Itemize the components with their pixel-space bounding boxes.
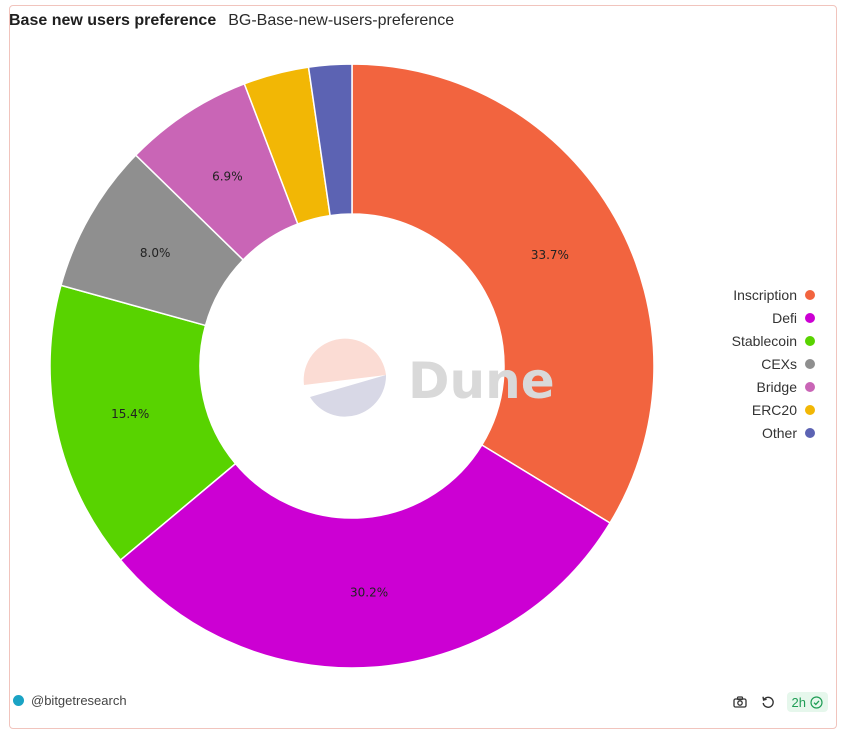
footer-author[interactable]: @bitgetresearch bbox=[13, 693, 127, 708]
check-circle-icon bbox=[810, 695, 823, 709]
chart-legend: Inscription Defi Stablecoin CEXs Bridge ERC20… bbox=[732, 286, 815, 442]
donut-slices bbox=[49, 63, 655, 669]
legend-item-erc20[interactable]: ERC20 bbox=[752, 401, 815, 419]
legend-swatch bbox=[805, 290, 815, 300]
slice-label-bridge: 6.9% bbox=[212, 169, 243, 183]
legend-swatch bbox=[805, 336, 815, 346]
author-handle: @bitgetresearch bbox=[31, 693, 127, 708]
slice-other[interactable] bbox=[307, 63, 353, 217]
legend-label: Inscription bbox=[733, 287, 797, 303]
legend-label: Defi bbox=[772, 310, 797, 326]
refresh-icon[interactable] bbox=[759, 693, 777, 711]
watermark-text: Dune bbox=[408, 352, 555, 410]
slice-inscription[interactable] bbox=[351, 63, 655, 525]
legend-item-inscription[interactable]: Inscription bbox=[733, 286, 815, 304]
slice-label-cexs: 8.0% bbox=[140, 246, 171, 260]
legend-swatch bbox=[805, 313, 815, 323]
legend-swatch bbox=[805, 359, 815, 369]
legend-swatch bbox=[805, 428, 815, 438]
legend-label: Other bbox=[761, 425, 797, 441]
legend-item-stablecoin[interactable]: Stablecoin bbox=[732, 332, 815, 350]
bitget-avatar-icon bbox=[13, 695, 24, 706]
chart-subtitle: BG-Base-new-users-preference bbox=[228, 12, 455, 29]
watermark-logo-top bbox=[303, 338, 386, 385]
legend-swatch bbox=[805, 405, 815, 415]
legend-item-cexs[interactable]: CEXs bbox=[761, 355, 815, 373]
watermark-logo-bottom bbox=[310, 375, 387, 417]
legend-item-other[interactable]: Other bbox=[762, 424, 815, 442]
legend-label: Stablecoin bbox=[731, 333, 797, 349]
refresh-status-badge[interactable]: 2h bbox=[786, 692, 828, 712]
chart-title: Base new users preference bbox=[9, 12, 217, 29]
slice-defi[interactable] bbox=[119, 443, 612, 669]
legend-item-defi[interactable]: Defi bbox=[772, 309, 815, 327]
legend-label: ERC20 bbox=[751, 402, 797, 418]
legend-label: Bridge bbox=[756, 379, 797, 395]
legend-label: CEXs bbox=[761, 356, 797, 372]
slice-label-inscription: 33.7% bbox=[531, 248, 569, 262]
footer-actions: 2h bbox=[731, 692, 828, 712]
refresh-age: 2h bbox=[791, 694, 806, 710]
slice-stablecoin[interactable] bbox=[49, 284, 237, 562]
legend-item-bridge[interactable]: Bridge bbox=[757, 378, 815, 396]
chart-header: Base new users preference BG-Base-new-us… bbox=[9, 12, 454, 30]
slice-label-defi: 30.2% bbox=[350, 585, 388, 599]
dune-watermark: Dune bbox=[303, 338, 555, 417]
legend-swatch bbox=[805, 382, 815, 392]
camera-icon[interactable] bbox=[731, 693, 749, 711]
donut-labels: 33.7% 30.2% 15.4% 8.0% 6.9% bbox=[111, 169, 569, 599]
slice-label-stablecoin: 15.4% bbox=[111, 407, 149, 421]
